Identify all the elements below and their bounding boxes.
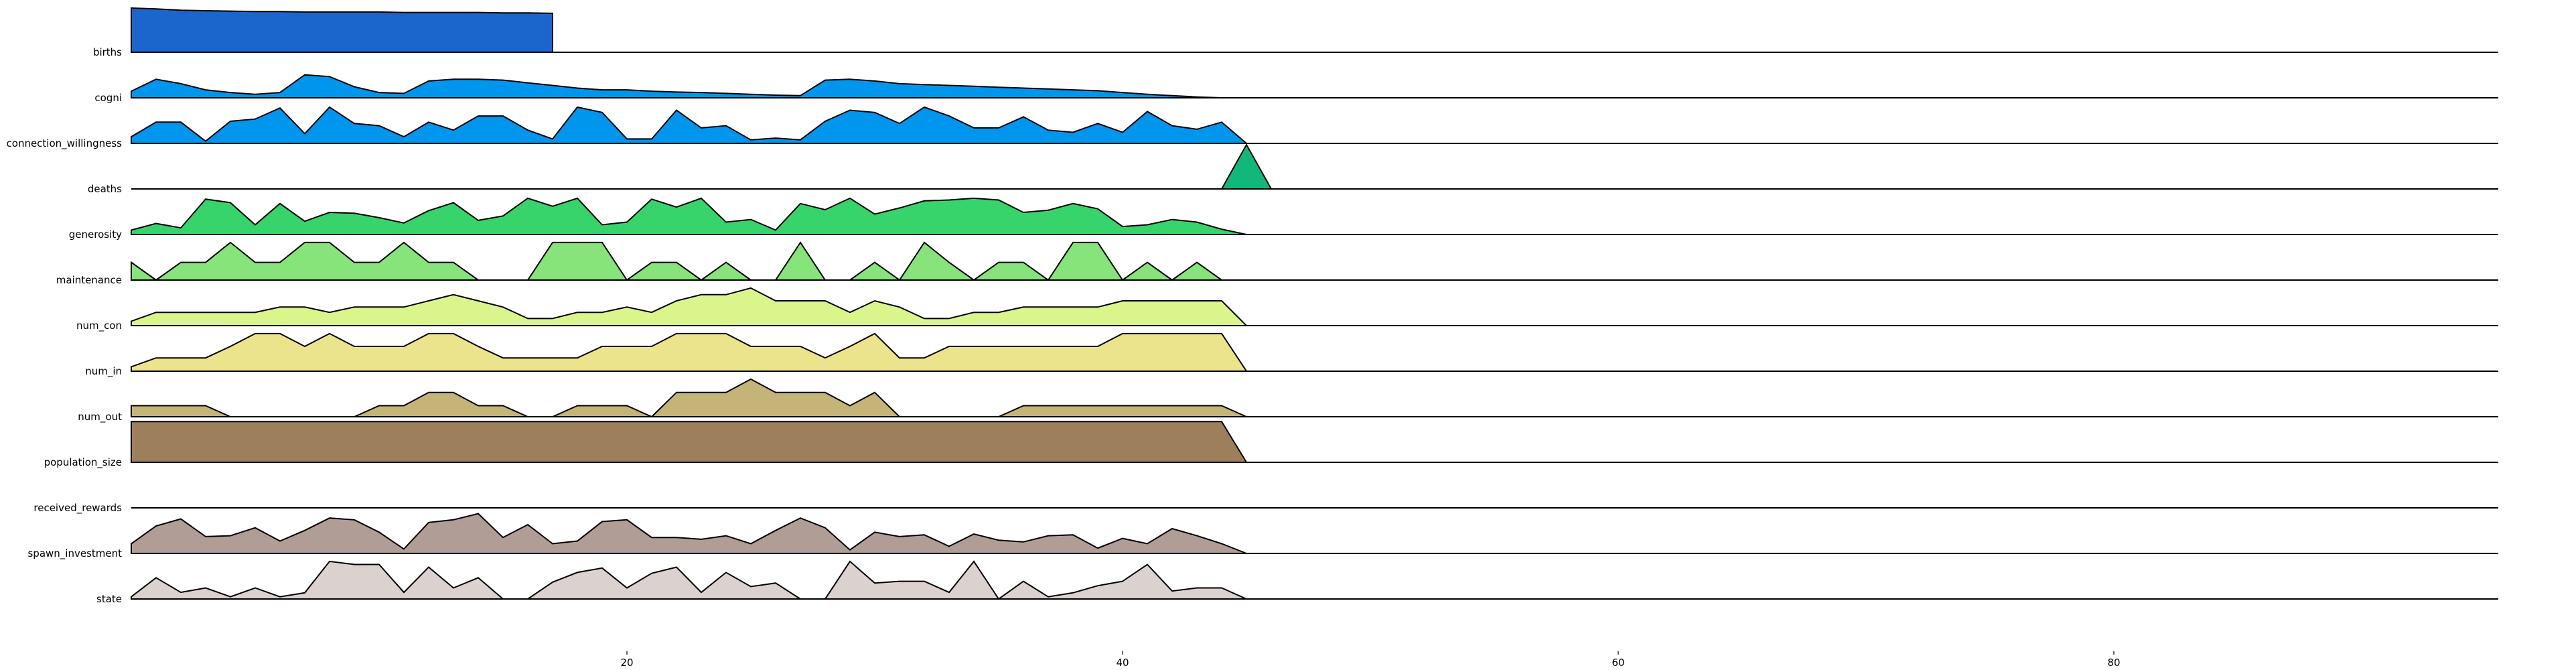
ridge-maintenance: maintenance: [56, 241, 2498, 286]
row-label: deaths: [88, 183, 122, 195]
x-tick-label: 40: [1116, 657, 1129, 669]
ridge-area: [131, 143, 1273, 190]
ridge-generosity: generosity: [69, 197, 2498, 241]
ridge-num-out: num_out: [78, 378, 2498, 423]
x-tick-label: 80: [2107, 657, 2120, 669]
row-label: num_out: [78, 411, 122, 423]
row-label: num_in: [85, 365, 122, 378]
ridge-births: births: [93, 7, 2498, 58]
ridge-cogni: cogni: [94, 74, 2498, 104]
row-label: received_rewards: [33, 502, 122, 515]
row-label: state: [96, 593, 122, 605]
ridge-spawn-investment: spawn_investment: [27, 513, 2498, 560]
ridge-connection-willingness: connection_willingness: [7, 106, 2498, 150]
ridge-area: [131, 241, 1246, 281]
ridge-population-size: population_size: [44, 421, 2498, 469]
ridge-state: state: [96, 560, 2498, 605]
row-label: population_size: [44, 456, 122, 469]
x-tick-label: 20: [620, 657, 633, 669]
ridge-area: [131, 197, 1247, 235]
ridge-area: [131, 332, 1248, 372]
ridge-deaths: deaths: [88, 143, 2498, 195]
ridge-received-rewards: received_rewards: [33, 502, 2498, 515]
row-label: spawn_investment: [27, 547, 122, 560]
ridge-area: [131, 106, 1248, 144]
x-axis: 20 40 60 80: [620, 651, 2121, 669]
row-label: generosity: [69, 228, 122, 241]
ridge-area: [131, 287, 1248, 326]
row-label: num_con: [76, 320, 122, 332]
ridge-num-con: num_con: [76, 287, 2498, 332]
row-label: maintenance: [56, 274, 122, 286]
row-label: cogni: [94, 92, 122, 104]
ridge-area: [131, 560, 1247, 600]
ridge-num-in: num_in: [85, 332, 2498, 378]
row-label: connection_willingness: [7, 137, 123, 150]
x-tick-label: 60: [1612, 657, 1624, 669]
ridge-area: [131, 74, 1246, 98]
ridge-area: [131, 421, 1248, 463]
ridge-area: [131, 378, 1247, 418]
ridge-area: [131, 513, 1247, 554]
ridge-area: [131, 7, 553, 53]
row-label: births: [93, 46, 122, 58]
